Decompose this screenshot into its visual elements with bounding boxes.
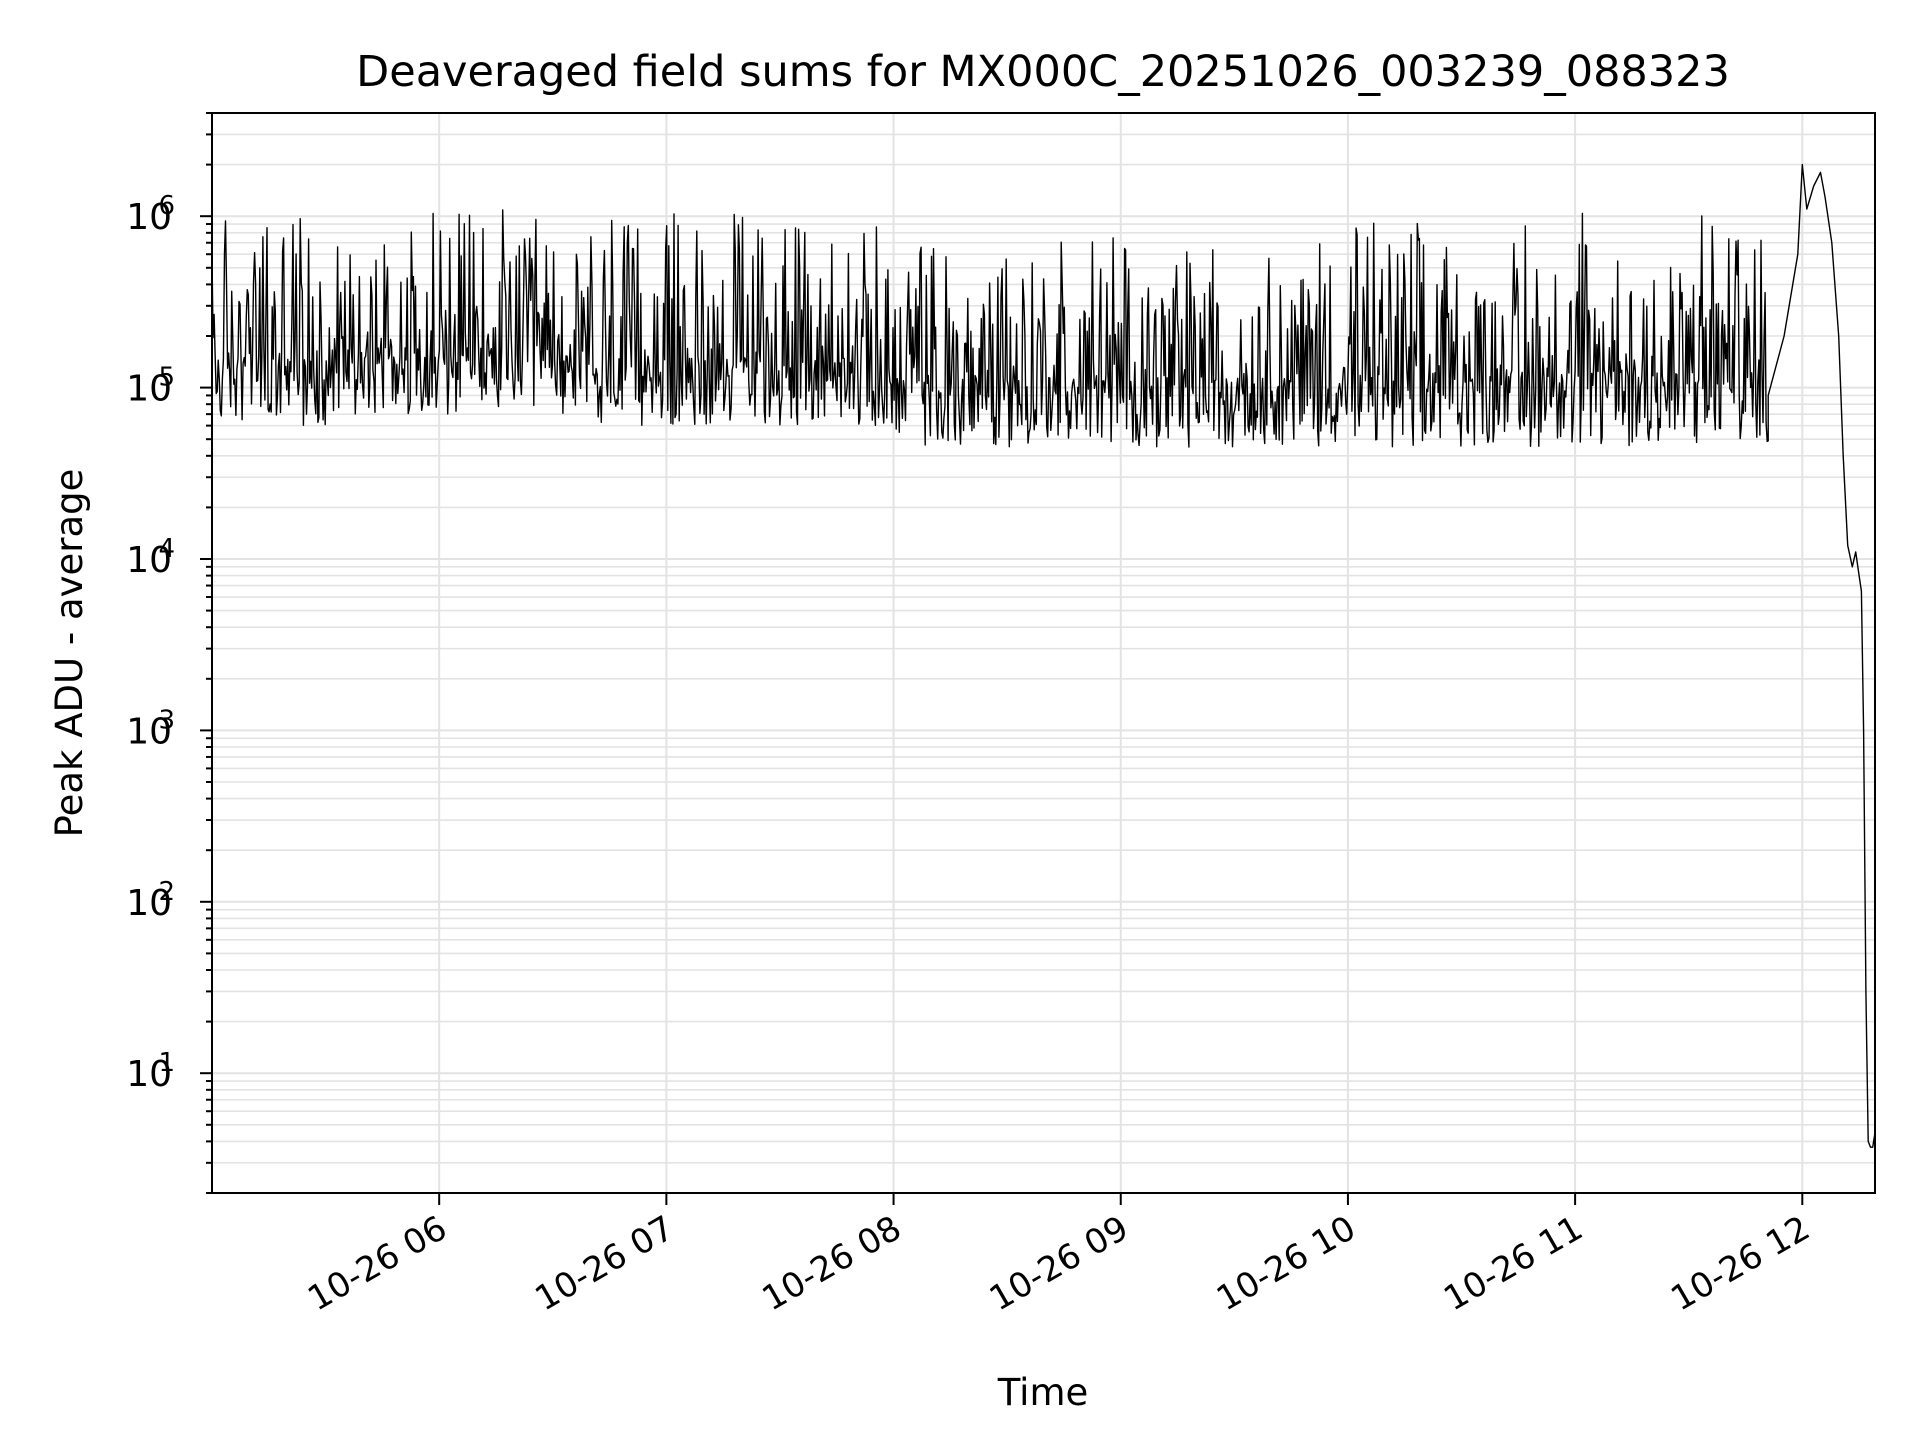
x-tick-label: 10-26 12 (1664, 1208, 1816, 1319)
y-tick-label: 10 (126, 540, 172, 581)
y-tick-label-base: 10 (126, 883, 172, 924)
y-tick-label: 10 (126, 711, 172, 752)
y-tick-label-exponent: 2 (158, 877, 175, 907)
y-tick-label-base: 10 (126, 711, 172, 752)
x-tick-label: 10-26 08 (756, 1208, 908, 1319)
y-tick-label-base: 10 (126, 369, 172, 410)
y-tick-label-exponent: 5 (158, 363, 175, 393)
x-axis-label: Time (997, 1371, 1089, 1414)
y-tick-label: 10 (126, 197, 172, 238)
y-tick-label: 10 (126, 369, 172, 410)
x-tick-label: 10-26 10 (1210, 1208, 1362, 1319)
y-tick-label-base: 10 (126, 540, 172, 581)
series-layer (211, 163, 1876, 1148)
series-line-deaveraged-field-sum (211, 163, 1876, 1148)
y-tick-label: 10 (126, 1054, 172, 1095)
chart-title: Deaveraged field sums for MX000C_2025102… (356, 47, 1730, 97)
y-tick-label-exponent: 1 (158, 1048, 175, 1078)
grid-layer (212, 112, 1875, 1194)
tick-layer: 10-26 06 10-26 07 10-26 08 10-26 09 10-26 10… (126, 112, 1817, 1319)
y-tick-label-exponent: 6 (158, 191, 175, 221)
x-tick-label: 10-26 11 (1437, 1208, 1589, 1319)
plot-frame (211, 112, 1876, 1194)
y-tick-label-exponent: 4 (158, 534, 175, 564)
x-tick-label: 10-26 09 (983, 1208, 1135, 1319)
x-tick-label: 10-26 07 (528, 1208, 680, 1319)
y-tick-label-exponent: 3 (158, 705, 175, 735)
y-axis-label: Peak ADU - average (48, 469, 91, 838)
y-tick-label-base: 10 (126, 1054, 172, 1095)
y-tick-label-base: 10 (126, 197, 172, 238)
y-tick-label: 10 (126, 883, 172, 924)
x-tick-label: 10-26 06 (301, 1208, 453, 1319)
